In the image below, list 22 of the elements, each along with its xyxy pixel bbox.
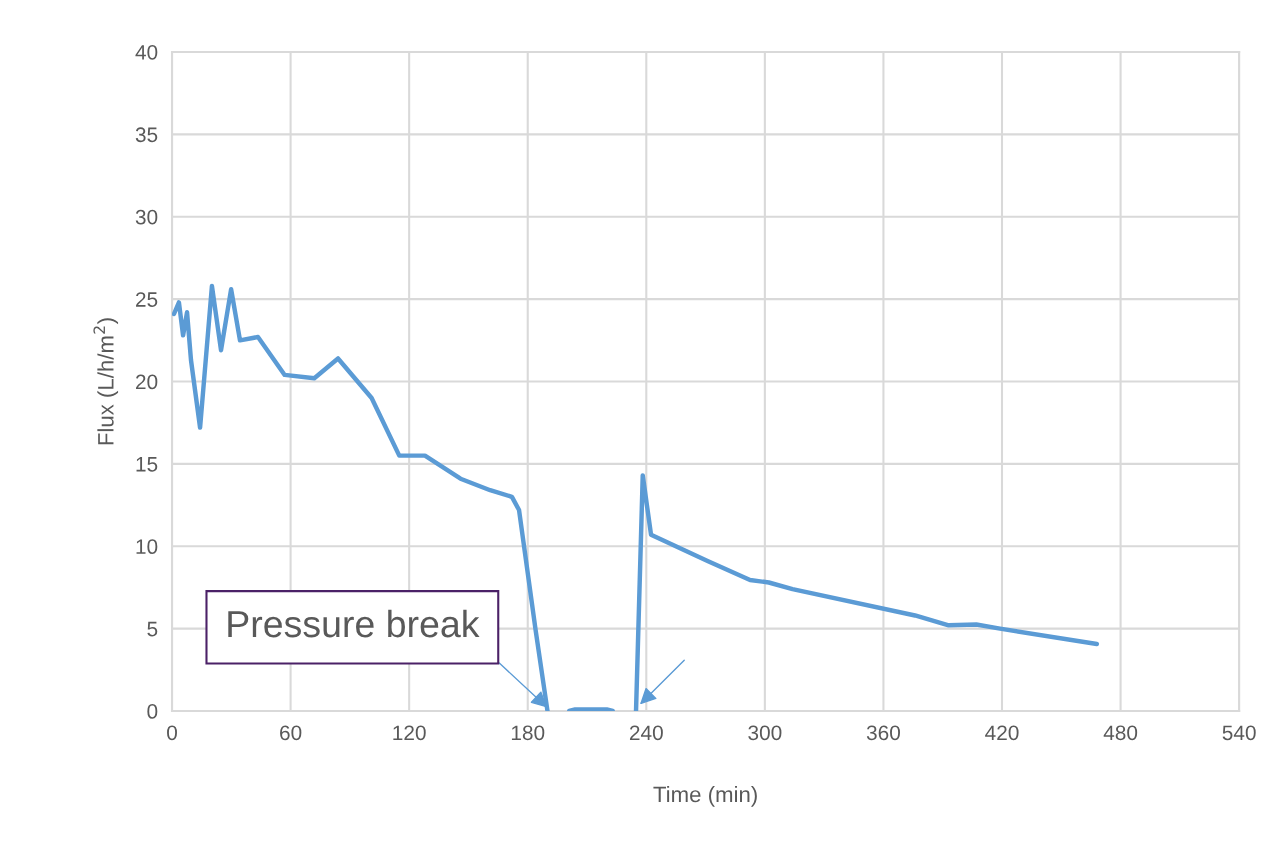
x-tick-label: 360 xyxy=(866,725,901,741)
x-tick-label: 420 xyxy=(985,725,1019,741)
x-tick-label: 0 xyxy=(167,725,177,741)
y-tick-label: 35 xyxy=(135,127,158,143)
x-tick-label: 300 xyxy=(748,725,782,741)
x-axis-title: Time (min) xyxy=(653,785,757,807)
y-tick-label: 15 xyxy=(136,457,158,472)
x-tick-label: 540 xyxy=(1222,725,1256,741)
y-tick-label: 25 xyxy=(136,292,158,307)
y-tick-label: 20 xyxy=(136,374,158,390)
y-axis-title: Flux (L/h/m$^{2}$) xyxy=(93,318,119,445)
x-tick-label: 480 xyxy=(1103,725,1138,741)
x-tick-label: 60 xyxy=(280,725,302,741)
x-tick-label: 180 xyxy=(511,725,545,741)
annotation: Pressure break xyxy=(228,609,480,638)
y-tick-label: 5 xyxy=(147,621,158,637)
y-tick-label: 0 xyxy=(147,704,158,719)
y-tick-label: 40 xyxy=(135,45,158,60)
x-tick-label: 120 xyxy=(393,725,426,741)
y-tick-label: 10 xyxy=(136,539,158,555)
y-tick-label: 30 xyxy=(135,209,158,225)
x-tick-label: 240 xyxy=(629,725,663,741)
